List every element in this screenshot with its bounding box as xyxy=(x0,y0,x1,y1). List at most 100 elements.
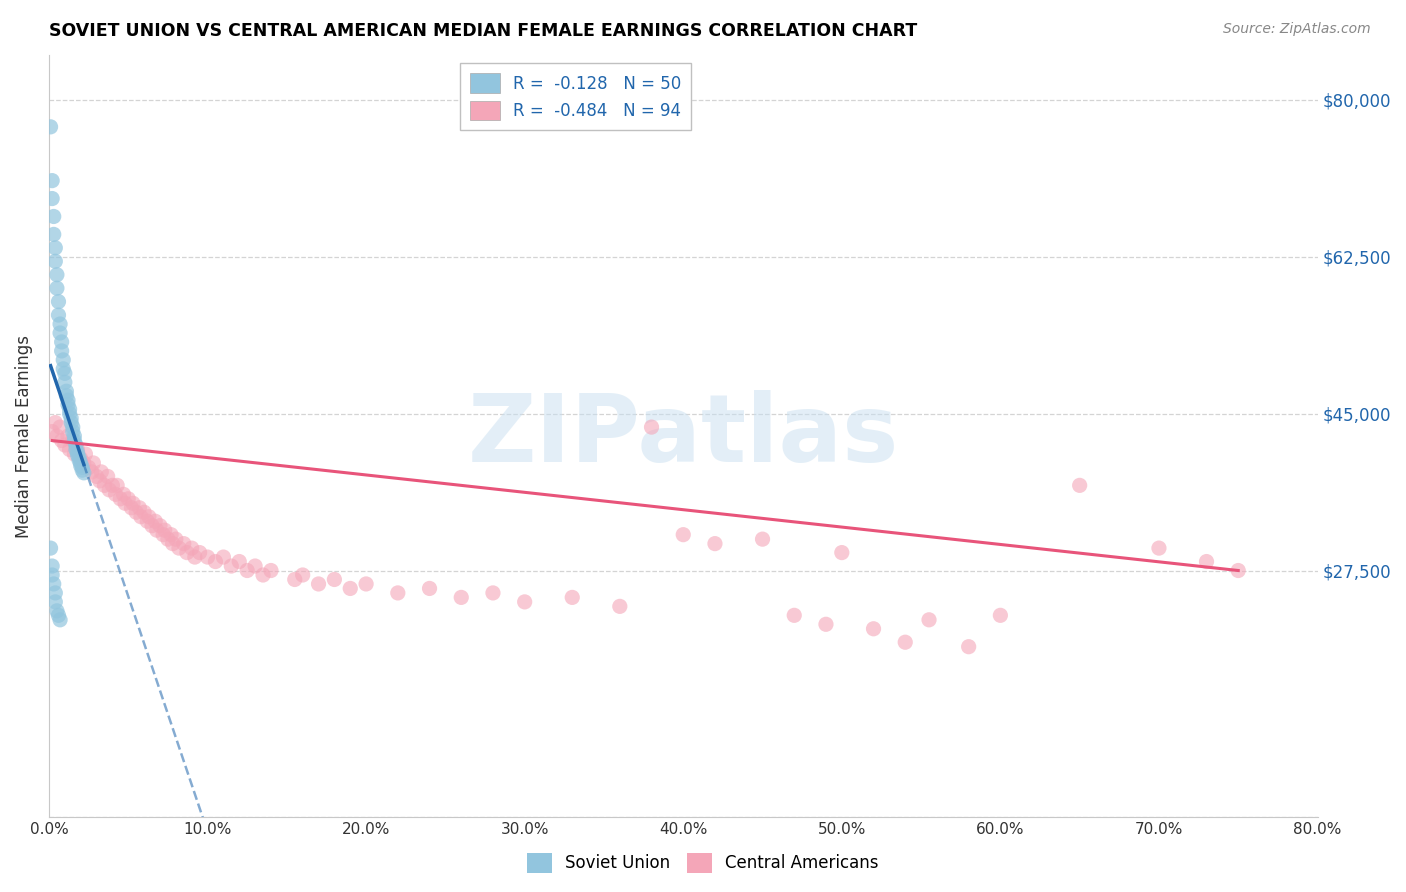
Point xyxy=(291,568,314,582)
Point xyxy=(146,523,169,537)
Point xyxy=(49,420,72,434)
Point xyxy=(48,308,70,322)
Point xyxy=(52,352,75,367)
Point xyxy=(67,450,90,465)
Point xyxy=(128,500,150,515)
Point xyxy=(236,564,259,578)
Point xyxy=(45,604,67,618)
Point xyxy=(58,407,80,421)
Point xyxy=(176,545,198,559)
Point xyxy=(640,420,662,434)
Point xyxy=(49,326,72,340)
Point xyxy=(918,613,941,627)
Point xyxy=(58,402,80,417)
Point xyxy=(58,442,80,457)
Point xyxy=(894,635,917,649)
Point xyxy=(862,622,884,636)
Point xyxy=(77,460,100,475)
Point xyxy=(419,582,441,596)
Point xyxy=(69,458,91,473)
Point xyxy=(73,466,96,480)
Point xyxy=(561,591,583,605)
Point xyxy=(41,425,63,439)
Point xyxy=(41,173,63,187)
Point xyxy=(65,438,87,452)
Point xyxy=(105,478,128,492)
Point xyxy=(41,559,63,574)
Point xyxy=(90,465,112,479)
Point xyxy=(56,393,79,408)
Point xyxy=(53,376,76,390)
Y-axis label: Median Female Earnings: Median Female Earnings xyxy=(15,334,32,538)
Point xyxy=(323,573,346,587)
Point xyxy=(184,550,207,565)
Point xyxy=(53,367,76,381)
Point xyxy=(125,505,148,519)
Text: Source: ZipAtlas.com: Source: ZipAtlas.com xyxy=(1223,22,1371,37)
Point xyxy=(110,491,132,506)
Point xyxy=(41,568,63,582)
Point xyxy=(60,411,83,425)
Point xyxy=(65,442,87,457)
Point xyxy=(62,425,84,439)
Point xyxy=(89,474,111,488)
Point xyxy=(141,518,163,533)
Point xyxy=(44,595,66,609)
Point xyxy=(450,591,472,605)
Point xyxy=(1069,478,1091,492)
Point xyxy=(339,582,361,596)
Point xyxy=(152,527,174,541)
Point xyxy=(63,429,86,443)
Point xyxy=(48,294,70,309)
Point xyxy=(354,577,377,591)
Point xyxy=(56,398,79,412)
Point xyxy=(212,550,235,565)
Point xyxy=(86,469,108,483)
Point xyxy=(45,268,67,282)
Point xyxy=(1195,555,1218,569)
Point xyxy=(197,550,219,565)
Point xyxy=(162,536,184,550)
Point xyxy=(122,496,145,510)
Point xyxy=(42,210,65,224)
Point xyxy=(260,564,283,578)
Point xyxy=(228,555,250,569)
Point xyxy=(783,608,806,623)
Point xyxy=(98,483,121,497)
Point xyxy=(55,384,77,399)
Point xyxy=(149,518,172,533)
Point xyxy=(243,559,266,574)
Point xyxy=(173,536,195,550)
Point xyxy=(180,541,202,555)
Legend: Soviet Union, Central Americans: Soviet Union, Central Americans xyxy=(520,847,886,880)
Point xyxy=(132,505,155,519)
Point xyxy=(136,514,159,528)
Point xyxy=(97,469,120,483)
Point xyxy=(129,509,152,524)
Point xyxy=(104,487,127,501)
Point xyxy=(44,254,66,268)
Point xyxy=(62,420,84,434)
Point xyxy=(117,491,139,506)
Point xyxy=(44,241,66,255)
Point xyxy=(751,532,773,546)
Point xyxy=(957,640,980,654)
Point xyxy=(387,586,409,600)
Point xyxy=(93,478,115,492)
Point xyxy=(44,416,66,430)
Point xyxy=(60,416,83,430)
Point xyxy=(188,545,211,559)
Point xyxy=(153,523,176,537)
Point xyxy=(72,460,94,475)
Point xyxy=(55,389,77,403)
Point xyxy=(41,192,63,206)
Point xyxy=(1147,541,1170,555)
Point xyxy=(69,456,91,470)
Point xyxy=(56,429,79,443)
Point xyxy=(67,453,90,467)
Point xyxy=(138,509,160,524)
Point xyxy=(52,362,75,376)
Point xyxy=(143,514,166,528)
Point xyxy=(39,120,62,134)
Point xyxy=(44,586,66,600)
